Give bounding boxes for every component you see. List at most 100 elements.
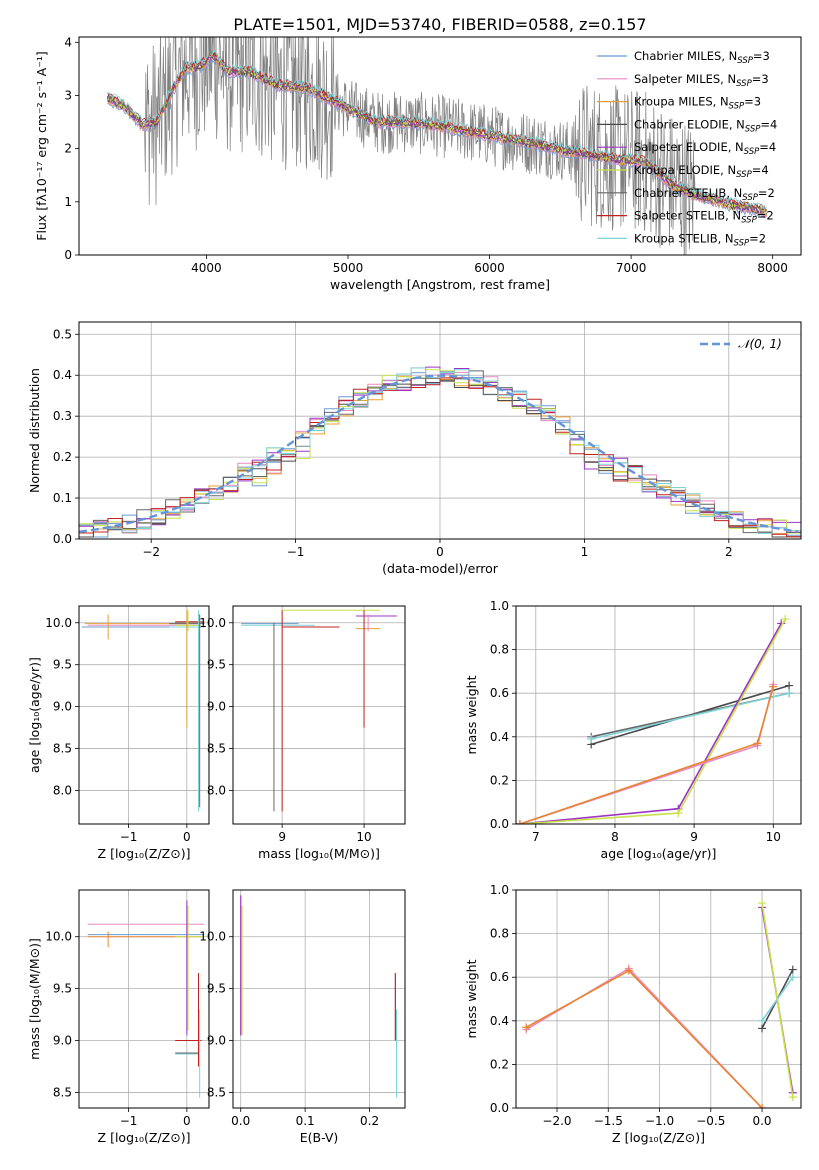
legend-text: Kroupa STELIB, N xyxy=(634,231,734,245)
mass-weight-marker xyxy=(522,1023,531,1032)
x-axis-label: Z [log₁₀(Z/Z⊙)] xyxy=(98,1130,191,1145)
mass-weight-marker xyxy=(674,809,683,818)
legend-label: Chabrier ELODIE, NSSP=4 xyxy=(634,117,777,134)
plot-area xyxy=(87,900,205,1098)
y-tick-label: 10.0 xyxy=(45,930,72,944)
legend-label: Kroupa MILES, NSSP=3 xyxy=(634,95,761,112)
x-axis-label: wavelength [Angstrom, rest frame] xyxy=(330,277,550,292)
y-tick-label: 0 xyxy=(64,248,72,262)
legend-label: Chabrier MILES, NSSP=3 xyxy=(634,49,770,66)
y-tick-label: 9.0 xyxy=(207,1034,226,1048)
legend-text: Kroupa MILES, N xyxy=(634,95,729,109)
legend-text: Salpeter STELIB, N xyxy=(634,209,741,223)
x-tick-label: −2.0 xyxy=(542,1114,571,1128)
mass-weight-marker xyxy=(769,682,778,691)
y-tick-label: 0.2 xyxy=(490,1057,509,1071)
legend-label: Salpeter STELIB, NSSP=2 xyxy=(634,209,774,226)
legend-subscript: SSP xyxy=(734,238,750,248)
axes-frame xyxy=(78,36,802,256)
x-tick-label: 9 xyxy=(278,830,286,844)
x-tick-label: 0.1 xyxy=(296,1114,315,1128)
axes-frame xyxy=(232,605,406,825)
x-tick-label: 2 xyxy=(725,545,733,559)
mass-weight-marker xyxy=(758,899,767,908)
y-axis-label: mass [log₁₀(M/M⊙)] xyxy=(27,938,42,1060)
mass-weight-marker xyxy=(781,615,790,624)
y-tick-label: 0.3 xyxy=(53,409,72,423)
normal-curve xyxy=(79,374,799,533)
y-tick-label: 0.5 xyxy=(53,327,72,341)
plot-area xyxy=(79,366,801,538)
mass-weight-marker xyxy=(624,966,633,975)
legend-value: =3 xyxy=(752,72,769,86)
plot-area xyxy=(106,37,768,255)
x-tick-label: −1.5 xyxy=(594,1114,623,1128)
observed-spectrum xyxy=(106,37,768,255)
y-tick-label: 0.1 xyxy=(53,491,72,505)
x-tick-label: 0.0 xyxy=(231,1114,250,1128)
y-tick-label: 0.6 xyxy=(490,686,509,700)
mass-weight-marker xyxy=(785,681,794,690)
y-tick-label: 3 xyxy=(64,88,72,102)
legend-subscript: SSP xyxy=(736,79,752,89)
y-tick-label: 8.0 xyxy=(207,783,226,797)
x-tick-label: 8 xyxy=(611,830,619,844)
mass-weight-line xyxy=(591,692,790,740)
y-tick-label: 0.6 xyxy=(490,970,509,984)
legend-text: Chabrier STELIB, N xyxy=(634,186,742,200)
legend-label: Salpeter ELODIE, NSSP=4 xyxy=(634,140,776,157)
x-axis-label: Z [log₁₀(Z/Z⊙)] xyxy=(98,846,191,861)
x-axis-label: (data-model)/error xyxy=(382,561,499,576)
y-tick-label: 0.0 xyxy=(490,1101,509,1115)
y-tick-label: 10.0 xyxy=(199,616,226,630)
x-tick-label: 0 xyxy=(436,545,444,559)
legend-text: Salpeter MILES, N xyxy=(634,72,736,86)
y-tick-label: 0.4 xyxy=(490,730,509,744)
mass-weight-marker xyxy=(788,965,797,974)
chart-mass_vs_Z: −1 0 8.5 9.0 9.5 10.0 Z [log₁₀(Z/Z⊙)] mass [log… xyxy=(27,889,210,1145)
mass-weight-marker xyxy=(785,689,794,698)
x-tick-label: 0.2 xyxy=(360,1114,379,1128)
legend-text: Kroupa ELODIE, N xyxy=(634,163,736,177)
y-tick-label: 10.0 xyxy=(199,930,226,944)
y-tick-label: 0.8 xyxy=(490,643,509,657)
model-spectrum-line xyxy=(106,56,767,219)
legend-subscript: SSP xyxy=(736,170,752,180)
y-tick-label: 0.8 xyxy=(490,927,509,941)
x-tick-label: −2 xyxy=(142,545,160,559)
y-tick-label: 0.2 xyxy=(53,450,72,464)
y-axis-label: mass weight xyxy=(464,959,479,1038)
y-tick-label: 8.5 xyxy=(207,742,226,756)
x-tick-label: 10 xyxy=(356,830,371,844)
y-tick-label: 10.0 xyxy=(45,616,72,630)
legend-value: =4 xyxy=(759,140,776,154)
y-tick-label: 9.5 xyxy=(207,658,226,672)
plot-area xyxy=(522,899,797,1108)
x-axis-label: age [log₁₀(age/yr)] xyxy=(601,846,717,861)
y-axis-label: mass weight xyxy=(464,675,479,754)
mass-weight-line xyxy=(525,969,763,1108)
mass-weight-line xyxy=(761,902,794,1098)
legend-subscript: SSP xyxy=(745,124,761,134)
axes-frame xyxy=(515,889,802,1109)
figure-title: PLATE=1501, MJD=53740, FIBERID=0588, z=0… xyxy=(233,15,646,34)
legend-value: =2 xyxy=(757,209,774,223)
y-tick-label: 9.0 xyxy=(207,700,226,714)
x-axis-label: E(B-V) xyxy=(300,1130,339,1145)
plot-area xyxy=(241,609,397,812)
mass-weight-marker xyxy=(758,1016,767,1025)
axes-frame xyxy=(232,889,406,1109)
x-tick-label: 10 xyxy=(766,830,781,844)
legend-value: =4 xyxy=(752,163,769,177)
legend-value: =4 xyxy=(760,117,777,131)
legend-text: Salpeter ELODIE, N xyxy=(634,140,744,154)
y-tick-label: 9.0 xyxy=(53,700,72,714)
y-tick-label: 0.0 xyxy=(53,532,72,546)
legend-subscript: SSP xyxy=(744,147,760,157)
axes-frame xyxy=(78,605,210,825)
legend-subscript: SSP xyxy=(742,193,758,203)
x-tick-label: 6000 xyxy=(474,261,505,275)
legend-label: Kroupa STELIB, NSSP=2 xyxy=(634,231,766,248)
